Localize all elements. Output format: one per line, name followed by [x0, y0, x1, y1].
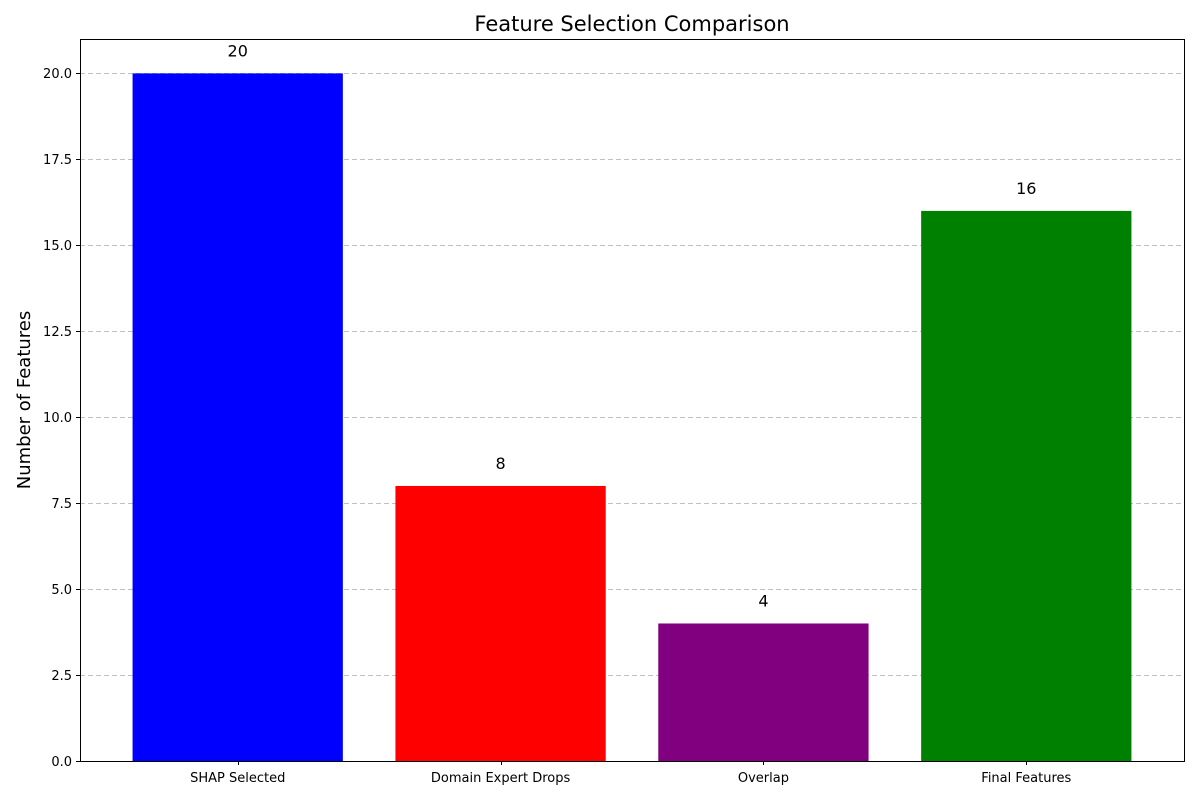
bar [658, 623, 869, 761]
data-labels: 20 8 4 16 [228, 41, 1037, 610]
y-tick-label: 10.0 [43, 411, 72, 426]
y-tick-label: 2.5 [51, 669, 72, 684]
bar-value-label: 8 [495, 454, 505, 473]
y-tick-label: 12.5 [43, 325, 72, 340]
bars [132, 73, 1132, 761]
y-tick-label: 0.0 [51, 755, 72, 770]
x-tick-label: Final Features [981, 771, 1071, 786]
y-tick-label: 7.5 [51, 497, 72, 512]
x-tick-label: Domain Expert Drops [431, 771, 571, 786]
y-tick-label: 20.0 [43, 67, 72, 82]
y-axis-label: Number of Features [14, 311, 35, 490]
chart-title: Feature Selection Comparison [474, 12, 789, 36]
y-tick-label: 5.0 [51, 583, 72, 598]
bar [132, 73, 343, 761]
y-tick-label: 17.5 [43, 153, 72, 168]
plot-frame [80, 39, 1185, 762]
y-axis-ticks: 0.0 2.5 5.0 7.5 10.0 12.5 15.0 17.5 20.0 [43, 67, 80, 770]
x-axis-ticks: SHAP Selected Domain Expert Drops Overlap F… [190, 761, 1072, 786]
bar-value-label: 4 [758, 591, 768, 610]
bar [395, 485, 606, 761]
bar-value-label: 20 [228, 41, 248, 60]
x-tick-label: SHAP Selected [190, 771, 285, 786]
x-tick-label: Overlap [738, 771, 789, 786]
bar-value-label: 16 [1016, 179, 1036, 198]
y-tick-label: 15.0 [43, 239, 72, 254]
bar [921, 210, 1132, 761]
